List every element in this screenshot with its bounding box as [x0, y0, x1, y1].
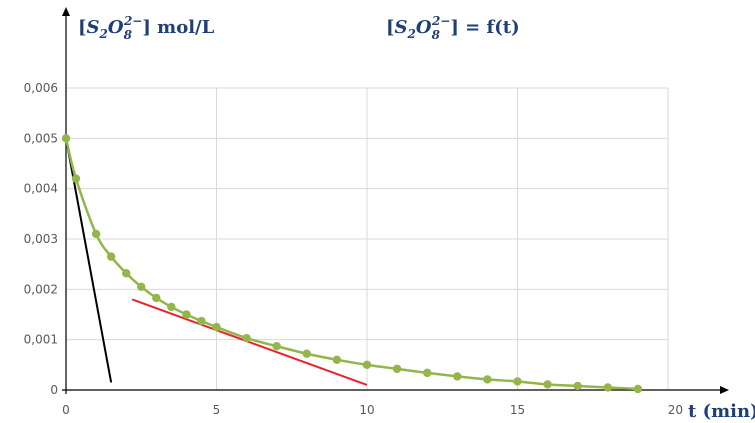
- data-point: [453, 372, 462, 381]
- y-tick-label: 0,004: [24, 182, 58, 196]
- y-label-unit: mol/L: [151, 17, 215, 38]
- y-label-charge: 2−: [123, 14, 142, 28]
- title-charge: 2−: [431, 14, 450, 28]
- data-point: [61, 134, 71, 143]
- y-tick-label: 0,001: [24, 333, 58, 347]
- data-point: [137, 282, 146, 292]
- data-point: [242, 333, 251, 343]
- tangent-line-later: [131, 298, 368, 386]
- data-point: [302, 349, 311, 358]
- x-tick-label: 10: [359, 403, 374, 417]
- data-point: [362, 360, 372, 370]
- y-label-species-o: O: [108, 17, 124, 38]
- data-point: [212, 322, 221, 332]
- chart-title: [S2O82−] = f(t): [386, 14, 520, 42]
- x-tick-label: 0: [62, 403, 70, 417]
- y-label-species-s: S: [87, 17, 100, 38]
- series: [61, 134, 643, 394]
- x-tick-label: 5: [213, 403, 221, 417]
- x-tick-label: 15: [510, 403, 525, 417]
- tangent-line-initial: [65, 138, 113, 383]
- y-tick-label: 0,002: [24, 282, 58, 296]
- data-point: [167, 302, 176, 312]
- y-axis-label: [S2O82−] mol/L: [78, 14, 215, 42]
- title-bracket-right: ]: [450, 17, 459, 38]
- title-bracket-left: [: [386, 17, 395, 38]
- data-point: [272, 342, 281, 351]
- data-point: [603, 383, 612, 392]
- data-point: [332, 355, 342, 364]
- tick-labels: 0 0,001 0,002 0,003 0,004 0,005 0,006 0 5 10 15 20: [24, 81, 683, 417]
- data-point: [392, 364, 402, 374]
- data-point: [633, 384, 643, 394]
- title-species-o: O: [416, 17, 432, 38]
- y-tick-label: 0,003: [24, 232, 58, 246]
- data-point: [91, 229, 101, 239]
- y-tick-label: 0,006: [24, 81, 58, 95]
- data-point: [513, 377, 522, 386]
- data-point: [182, 310, 191, 319]
- x-axis-label: t (min): [688, 401, 755, 422]
- y-label-sub-2: 2: [99, 27, 108, 41]
- axes: [62, 7, 729, 394]
- data-point: [423, 368, 432, 378]
- data-point: [106, 252, 116, 261]
- y-label-sub-8: 8: [124, 28, 133, 42]
- title-sub-8: 8: [432, 28, 441, 42]
- title-species-s: S: [395, 17, 408, 38]
- x-tick-label: 20: [668, 403, 683, 417]
- data-point: [573, 381, 582, 391]
- x-axis-arrow: [720, 386, 729, 394]
- title-sub-2: 2: [407, 27, 416, 41]
- data-point: [543, 380, 552, 389]
- series-line: [64, 138, 638, 391]
- title-equation: = f(t): [459, 17, 520, 38]
- y-label-bracket-right: ]: [142, 17, 151, 38]
- data-point: [122, 269, 131, 278]
- data-point: [483, 375, 492, 384]
- grid-lines: [66, 87, 669, 390]
- y-tick-label: 0,005: [24, 131, 58, 145]
- y-label-bracket-left: [: [78, 17, 87, 38]
- data-point: [197, 316, 206, 326]
- data-point: [71, 174, 81, 183]
- y-axis-arrow: [62, 7, 70, 16]
- y-tick-label: 0: [50, 383, 58, 397]
- data-point: [152, 293, 161, 303]
